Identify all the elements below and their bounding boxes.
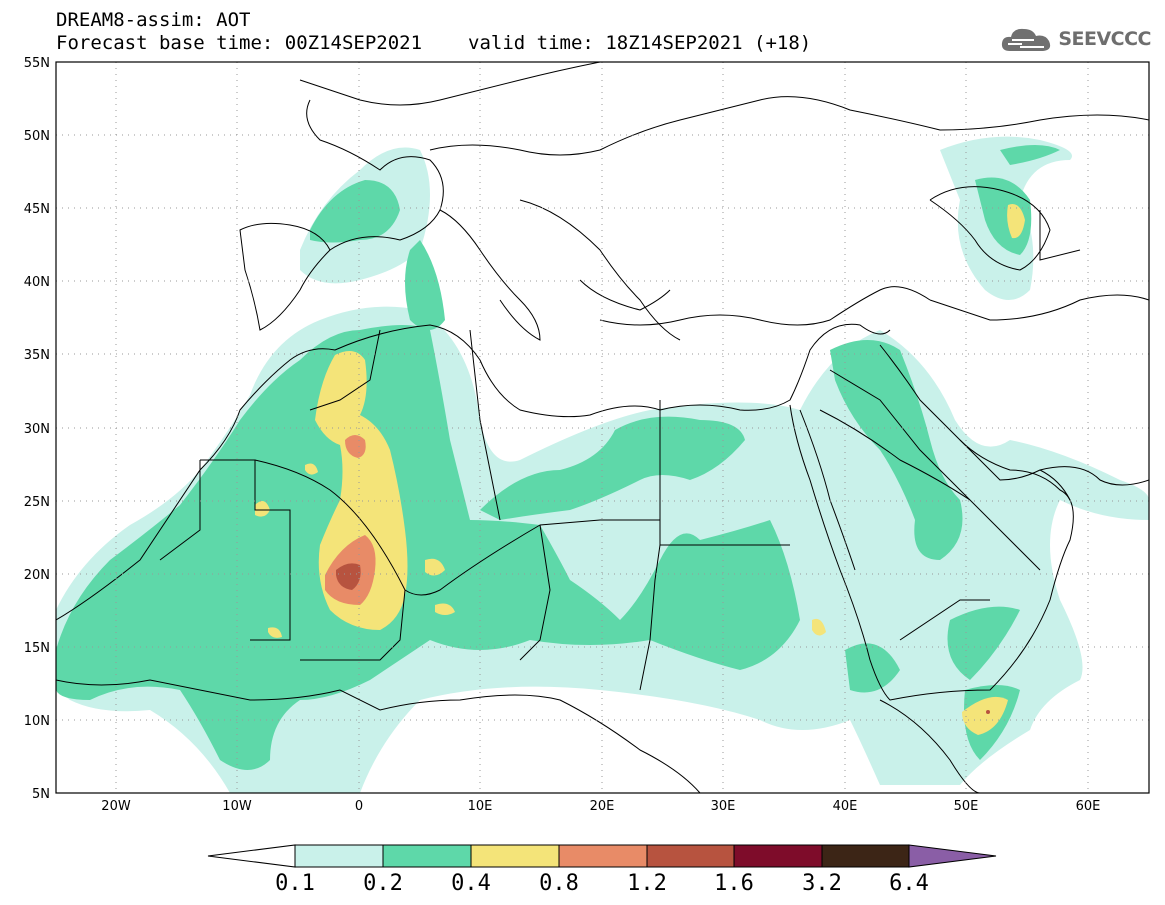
lat-label: 5N: [32, 787, 50, 802]
colorbar-label: 0.8: [539, 871, 579, 896]
lon-label: 40E: [833, 799, 858, 814]
lon-label: 0: [355, 799, 363, 814]
lon-label: 30E: [711, 799, 736, 814]
base-time: Forecast base time: 00Z14SEP2021: [56, 32, 423, 54]
lat-label: 30N: [24, 422, 50, 437]
lon-label: 20W: [101, 799, 131, 814]
cloud-icon: [1002, 28, 1051, 51]
lat-label: 55N: [24, 56, 50, 71]
colorbar-label: 3.2: [802, 871, 842, 896]
lon-labels: 20W 10W 0 10E 20E 30E 40E 50E 60E: [101, 799, 1100, 814]
lon-label: 50E: [954, 799, 979, 814]
colorbar-label: 1.2: [627, 871, 667, 896]
valid-time: valid time: 18Z14SEP2021 (+18): [468, 32, 812, 54]
colorbar-label: 6.4: [889, 871, 929, 896]
aot-contours: [56, 136, 1149, 793]
colorbar-swatch: [558, 844, 648, 868]
lat-label: 15N: [24, 641, 50, 656]
colorbar-swatch: [821, 844, 910, 868]
lat-label: 45N: [24, 202, 50, 217]
plot-frame: [55, 61, 1150, 794]
colorbar-swatch: [382, 844, 472, 868]
lon-label: 10E: [468, 799, 493, 814]
colorbar: 0.1 0.2 0.4 0.8 1.2 1.6 3.2 6.4: [207, 844, 997, 896]
lat-label: 25N: [24, 495, 50, 510]
colorbar-label: 0.2: [363, 871, 403, 896]
logo-text: SEEVCCC: [1058, 28, 1151, 50]
lat-labels: 55N 50N 45N 40N 35N 30N 25N 20N 15N 10N …: [24, 56, 50, 802]
coastlines: [56, 62, 1149, 793]
lon-label: 60E: [1076, 799, 1101, 814]
lon-label: 20E: [590, 799, 615, 814]
colorbar-label: 0.4: [451, 871, 491, 896]
colorbar-under-arrow: [207, 844, 296, 868]
colorbar-swatch: [733, 844, 823, 868]
lat-label: 50N: [24, 129, 50, 144]
colorbar-swatch: [470, 844, 560, 868]
colorbar-label: 1.6: [714, 871, 754, 896]
aot-level-1-2: [336, 563, 990, 714]
colorbar-label: 0.1: [275, 871, 315, 896]
lat-label: 20N: [24, 568, 50, 583]
lon-label: 10W: [222, 799, 252, 814]
colorbar-swatch: [294, 844, 384, 868]
lat-label: 35N: [24, 348, 50, 363]
seevccc-logo: SEEVCCC: [1000, 24, 1151, 54]
time-info: Forecast base time: 00Z14SEP2021 valid ti…: [56, 33, 811, 53]
graticule: [56, 62, 1149, 793]
colorbar-swatch: [646, 844, 735, 868]
lat-label: 40N: [24, 275, 50, 290]
colorbar-over-arrow: [908, 844, 997, 868]
chart-title: DREAM8-assim: AOT: [56, 9, 251, 31]
lat-label: 10N: [24, 714, 50, 729]
